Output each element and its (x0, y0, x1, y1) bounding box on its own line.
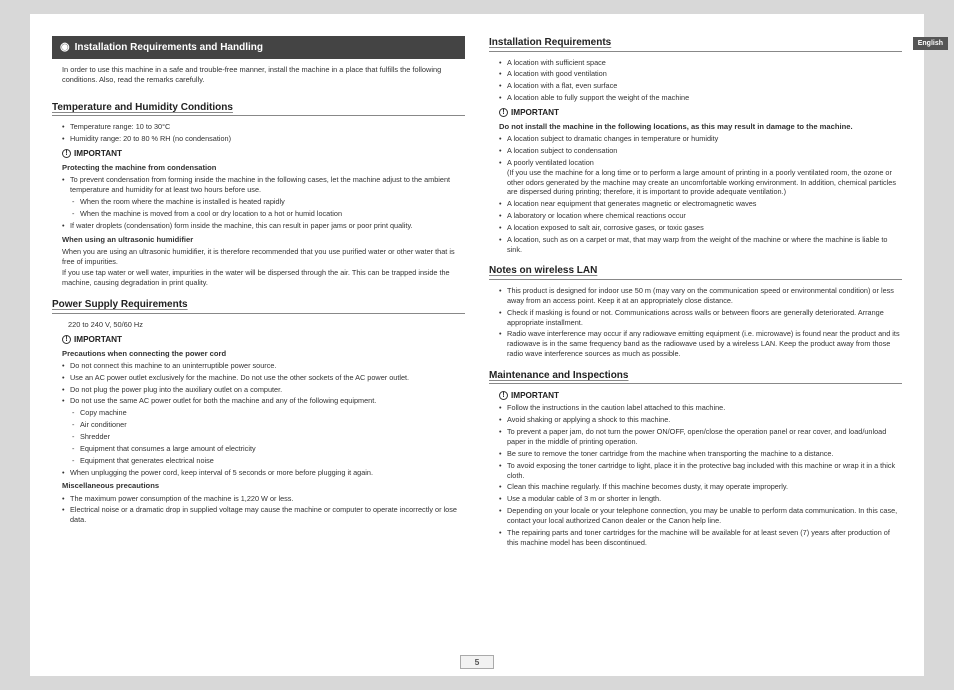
list-item: A location with sufficient space (507, 58, 902, 68)
page-container: ◉ Installation Requirements and Handling… (30, 14, 924, 676)
list-item: If water droplets (condensation) form in… (70, 221, 465, 231)
install-title: Installation Requirements (489, 36, 902, 52)
list-item: Clean this machine regularly. If this ma… (507, 482, 902, 492)
banner-title: Installation Requirements and Handling (75, 41, 263, 55)
list-item: A laboratory or location where chemical … (507, 211, 902, 221)
power-title: Power Supply Requirements (52, 298, 465, 314)
important-label: ! IMPORTANT (62, 148, 465, 159)
list-item: Radio wave interference may occur if any… (507, 329, 902, 359)
list-item: Air conditioner (80, 420, 465, 430)
important-label: ! IMPORTANT (499, 107, 902, 118)
list-item: This product is designed for indoor use … (507, 286, 902, 306)
list-item: To prevent condensation from forming ins… (70, 175, 465, 195)
list-item: Follow the instructions in the caution l… (507, 403, 902, 413)
important-text: IMPORTANT (511, 390, 559, 401)
list-item: A location subject to dramatic changes i… (507, 134, 902, 144)
sub-heading: When using an ultrasonic humidifier (62, 235, 465, 245)
bullet-list: When unplugging the power cord, keep int… (52, 468, 465, 478)
important-text: IMPORTANT (511, 107, 559, 118)
page-number-footer: 5 (52, 651, 902, 676)
sub-heading: Protecting the machine from condensation (62, 163, 465, 173)
banner-icon: ◉ (60, 40, 70, 55)
important-icon: ! (499, 391, 508, 400)
list-item: Be sure to remove the toner cartridge fr… (507, 449, 902, 459)
list-item: A location, such as on a carpet or mat, … (507, 235, 902, 255)
bullet-list: To prevent condensation from forming ins… (52, 175, 465, 195)
list-item: Equipment that generates electrical nois… (80, 456, 465, 466)
bullet-list: This product is designed for indoor use … (489, 286, 902, 359)
list-item: The repairing parts and toner cartridges… (507, 528, 902, 548)
temp-title: Temperature and Humidity Conditions (52, 101, 465, 117)
list-item: Do not use the same AC power outlet for … (70, 396, 465, 406)
list-item: Depending on your locale or your telepho… (507, 506, 902, 526)
list-item: To prevent a paper jam, do not turn the … (507, 427, 902, 447)
list-item: Use an AC power outlet exclusively for t… (70, 373, 465, 383)
intro-text: In order to use this machine in a safe a… (52, 65, 465, 91)
list-item: Use a modular cable of 3 m or shorter in… (507, 494, 902, 504)
dash-list: When the room where the machine is insta… (52, 197, 465, 219)
paragraph: When you are using an ultrasonic humidif… (52, 247, 465, 267)
bullet-list: The maximum power consumption of the mac… (52, 494, 465, 526)
section-banner: ◉ Installation Requirements and Handling (52, 36, 465, 59)
bullet-list: A location with sufficient space A locat… (489, 58, 902, 103)
wlan-title: Notes on wireless LAN (489, 264, 902, 280)
content-columns: ◉ Installation Requirements and Handling… (52, 36, 902, 651)
list-item: A location subject to condensation (507, 146, 902, 156)
important-icon: ! (499, 108, 508, 117)
list-item: To avoid exposing the toner cartridge to… (507, 461, 902, 481)
dash-list: Copy machine Air conditioner Shredder Eq… (52, 408, 465, 465)
list-item: A location with a flat, even surface (507, 81, 902, 91)
bullet-list: Follow the instructions in the caution l… (489, 403, 902, 547)
temp-bullets: Temperature range: 10 to 30°C Humidity r… (52, 122, 465, 144)
list-item: Do not plug the power plug into the auxi… (70, 385, 465, 395)
important-icon: ! (62, 149, 71, 158)
bullet-list: A location subject to dramatic changes i… (489, 134, 902, 254)
bullet-list: If water droplets (condensation) form in… (52, 221, 465, 231)
list-item: A location exposed to salt air, corrosiv… (507, 223, 902, 233)
list-item: A poorly ventilated location (If you use… (507, 158, 902, 197)
list-item: Temperature range: 10 to 30°C (70, 122, 465, 132)
important-label: ! IMPORTANT (62, 334, 465, 345)
list-item: A location near equipment that generates… (507, 199, 902, 209)
maint-title: Maintenance and Inspections (489, 369, 902, 385)
list-item: When the room where the machine is insta… (80, 197, 465, 207)
sub-heading: Precautions when connecting the power co… (62, 349, 465, 359)
bullet-list: Do not connect this machine to an uninte… (52, 361, 465, 406)
list-item: A location with good ventilation (507, 69, 902, 79)
page-number: 5 (460, 655, 495, 669)
left-column: ◉ Installation Requirements and Handling… (52, 36, 465, 651)
list-item: Shredder (80, 432, 465, 442)
language-tag: English (913, 37, 948, 50)
list-item: When the machine is moved from a cool or… (80, 209, 465, 219)
sub-heading: Miscellaneous precautions (62, 481, 465, 491)
list-item: Equipment that consumes a large amount o… (80, 444, 465, 454)
list-item: Do not connect this machine to an uninte… (70, 361, 465, 371)
paragraph: If you use tap water or well water, impu… (52, 268, 465, 288)
important-icon: ! (62, 335, 71, 344)
list-item: Humidity range: 20 to 80 % RH (no conden… (70, 134, 465, 144)
list-item: Avoid shaking or applying a shock to thi… (507, 415, 902, 425)
warning-text: Do not install the machine in the follow… (499, 122, 902, 132)
list-item: The maximum power consumption of the mac… (70, 494, 465, 504)
list-item: When unplugging the power cord, keep int… (70, 468, 465, 478)
list-item: Copy machine (80, 408, 465, 418)
list-item: A location able to fully support the wei… (507, 93, 902, 103)
power-spec: 220 to 240 V, 50/60 Hz (52, 320, 465, 330)
right-column: Installation Requirements A location wit… (489, 36, 902, 651)
important-text: IMPORTANT (74, 334, 122, 345)
list-item: Check if masking is found or not. Commun… (507, 308, 902, 328)
important-text: IMPORTANT (74, 148, 122, 159)
list-item: Electrical noise or a dramatic drop in s… (70, 505, 465, 525)
important-label: ! IMPORTANT (499, 390, 902, 401)
